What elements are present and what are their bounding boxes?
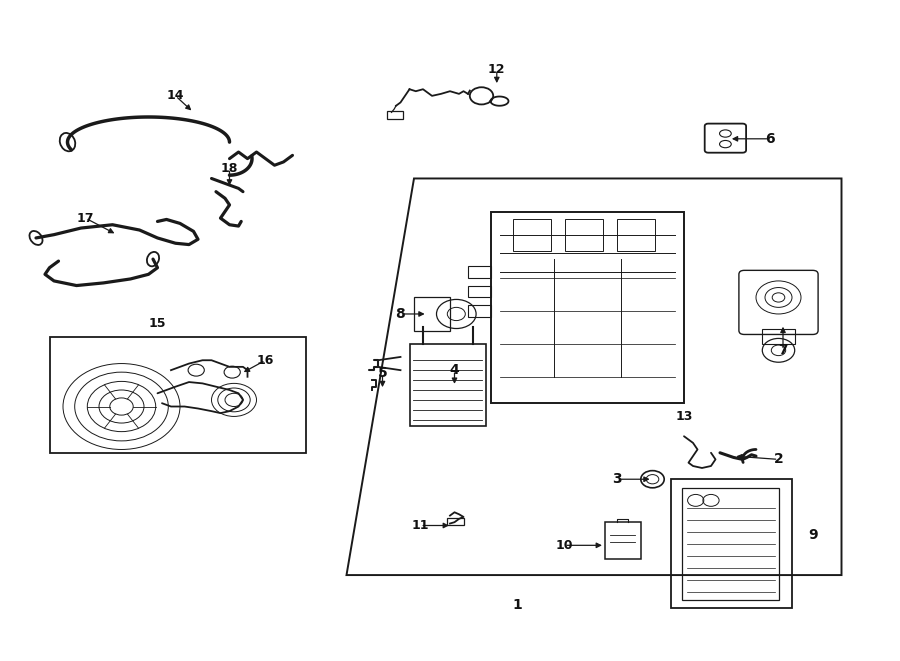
- Text: 10: 10: [555, 539, 573, 552]
- Bar: [387, 111, 403, 119]
- Text: 4: 4: [450, 363, 459, 377]
- Text: 9: 9: [808, 528, 817, 543]
- Bar: [50, 337, 306, 453]
- Bar: [468, 266, 490, 278]
- Text: 17: 17: [76, 212, 94, 225]
- Text: 14: 14: [166, 89, 184, 102]
- Text: 16: 16: [256, 354, 274, 367]
- Bar: [762, 329, 795, 344]
- Text: 7: 7: [778, 343, 788, 358]
- Text: 1: 1: [513, 598, 522, 612]
- Text: 18: 18: [220, 162, 238, 175]
- Text: 3: 3: [612, 472, 621, 486]
- Text: 11: 11: [411, 519, 429, 532]
- Bar: [617, 219, 655, 251]
- Bar: [513, 219, 551, 251]
- Bar: [468, 286, 490, 297]
- Bar: [565, 219, 603, 251]
- Bar: [468, 305, 490, 317]
- Text: 8: 8: [396, 307, 405, 321]
- Text: 2: 2: [774, 452, 783, 467]
- Text: 15: 15: [148, 317, 166, 330]
- Bar: [447, 518, 464, 525]
- Text: 12: 12: [488, 63, 506, 76]
- Text: 5: 5: [378, 366, 387, 381]
- Text: 13: 13: [675, 410, 693, 423]
- Text: 6: 6: [765, 132, 774, 146]
- Bar: [414, 297, 450, 330]
